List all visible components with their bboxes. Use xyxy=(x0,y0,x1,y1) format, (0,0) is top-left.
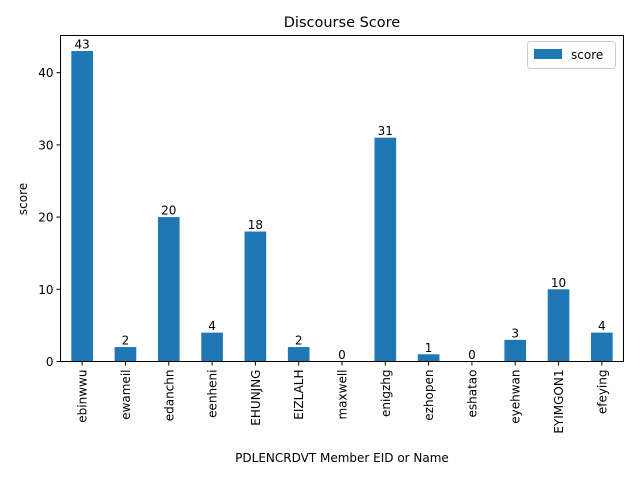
value-label-eshatao: 0 xyxy=(468,348,476,362)
x-tick-label-ebinwwu: ebinwwu xyxy=(76,370,90,423)
value-label-maxwell: 0 xyxy=(338,348,346,362)
x-tick-label-ezhopen: ezhopen xyxy=(422,370,436,421)
x-tick-label-ewameil: ewameil xyxy=(119,370,133,420)
y-tick-label-0: 0 xyxy=(46,355,54,369)
x-axis-label: PDLENCRDVT Member EID or Name xyxy=(235,451,449,465)
x-tick-label-enigzhg: enigzhg xyxy=(379,370,393,417)
value-label-ezhopen: 1 xyxy=(425,341,433,355)
legend-label: score xyxy=(571,48,603,62)
legend-frame xyxy=(527,41,616,69)
y-axis-label: score xyxy=(16,183,30,215)
value-label-eenheni: 4 xyxy=(208,319,216,333)
legend: score xyxy=(527,41,616,69)
x-tick-label-eshatao: eshatao xyxy=(465,370,479,418)
x-tick-label-EHUNJNG: EHUNJNG xyxy=(249,370,263,426)
plot-frame xyxy=(60,35,624,362)
bar-efeying xyxy=(591,332,613,362)
value-label-edanchn: 20 xyxy=(161,204,176,218)
bar-eyehwan xyxy=(504,339,527,362)
bar-ezhopen xyxy=(417,354,440,362)
value-label-EIZLALH: 2 xyxy=(295,334,303,348)
x-tick-label-eyehwan: eyehwan xyxy=(509,370,523,424)
x-tick-label-EIZLALH: EIZLALH xyxy=(292,370,306,420)
bar-enigzhg xyxy=(374,137,397,362)
bar-EYIMGON1 xyxy=(547,289,570,362)
bar-edanchn xyxy=(157,217,180,362)
x-axis: ebinwwu ewameil edanchn eenheni EHUNJNG EIZLA… xyxy=(76,361,609,434)
value-label-efeying: 4 xyxy=(598,319,606,333)
bars-group xyxy=(71,51,613,362)
y-tick-label-30: 30 xyxy=(38,138,53,152)
chart-title: Discourse Score xyxy=(284,15,401,31)
value-label-eyehwan: 3 xyxy=(511,326,519,340)
x-tick-label-maxwell: maxwell xyxy=(336,370,350,420)
bar-EIZLALH xyxy=(287,347,310,362)
value-label-enigzhg: 31 xyxy=(378,124,393,138)
y-tick-label-20: 20 xyxy=(38,211,53,225)
x-tick-label-efeying: efeying xyxy=(595,370,609,415)
value-label-ebinwwu: 43 xyxy=(75,38,90,52)
legend-swatch xyxy=(534,49,562,59)
bar-ebinwwu xyxy=(71,51,93,362)
y-tick-label-10: 10 xyxy=(38,283,53,297)
bar-EHUNJNG xyxy=(244,231,267,362)
x-tick-label-edanchn: edanchn xyxy=(162,370,176,422)
value-label-EYIMGON1: 10 xyxy=(551,276,566,290)
value-label-ewameil: 2 xyxy=(122,334,130,348)
x-tick-label-eenheni: eenheni xyxy=(206,370,220,418)
bar-ewameil xyxy=(114,347,137,362)
value-label-EHUNJNG: 18 xyxy=(248,218,263,232)
x-tick-label-EYIMGON1: EYIMGON1 xyxy=(552,370,566,434)
bar-eenheni xyxy=(201,332,223,362)
y-tick-label-40: 40 xyxy=(38,66,53,80)
y-axis: 0 10 20 30 40 xyxy=(38,66,61,369)
